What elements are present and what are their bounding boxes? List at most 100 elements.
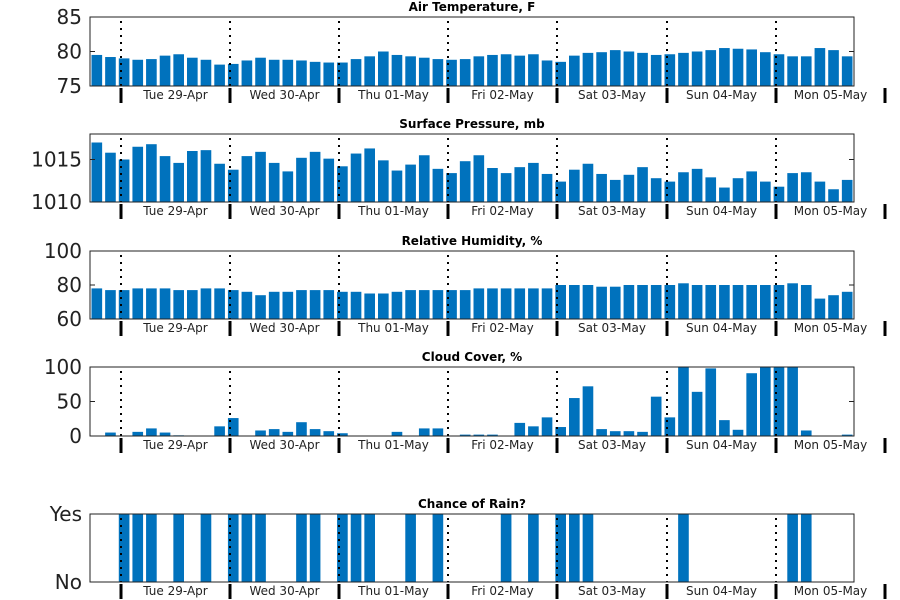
air-temperature-bar <box>814 48 826 86</box>
air-temperature-bar <box>514 55 526 86</box>
y-tick-label: 1015 <box>31 148 82 172</box>
relative-humidity-bar <box>814 298 826 319</box>
surface-pressure-bar <box>487 168 498 202</box>
air-temperature-bar <box>91 54 103 86</box>
air-temperature-bar <box>773 54 785 86</box>
y-tick-label: 100 <box>44 355 82 379</box>
cloud-cover-bar <box>746 373 757 436</box>
x-tick-label: Wed 30-Apr <box>249 321 319 335</box>
surface-pressure-bar <box>173 162 184 202</box>
chance-of-rain-bar <box>500 514 512 582</box>
cloud-cover-bar <box>432 428 444 436</box>
relative-humidity-bar <box>132 288 144 319</box>
air-temperature-bar <box>719 48 730 86</box>
surface-pressure-bar <box>719 187 730 202</box>
air-temperature-bar <box>609 50 621 86</box>
cloud-cover-bar <box>159 432 171 436</box>
relative-humidity-bar <box>187 290 198 319</box>
y-tick-label: 85 <box>57 5 82 29</box>
relative-humidity-panel: Relative Humidity, % 60 80 100 Tue 29-Apr Wed… <box>44 234 887 336</box>
x-tick-label: Mon 05-May <box>794 584 868 598</box>
air-temperature-bar <box>569 55 580 86</box>
surface-pressure-bar <box>623 174 635 202</box>
surface-pressure-bar <box>596 173 607 202</box>
relative-humidity-bar <box>296 290 307 319</box>
relative-humidity-bar <box>555 285 566 319</box>
cloud-cover-bar <box>732 429 744 436</box>
relative-humidity-bar <box>596 286 607 319</box>
surface-pressure-bar <box>514 167 526 202</box>
relative-humidity-bar <box>473 288 485 319</box>
x-tick-label: Sun 04-May <box>686 88 757 102</box>
surface-pressure-bar <box>282 171 294 202</box>
relative-humidity-bar <box>541 288 553 319</box>
surface-pressure-bar <box>105 152 116 202</box>
x-tick-label: Wed 30-Apr <box>249 88 319 102</box>
chance-of-rain-bar <box>173 514 184 582</box>
surface-pressure-bar <box>541 173 553 202</box>
surface-pressure-bar <box>118 159 130 202</box>
chance-of-rain-bar <box>146 514 157 582</box>
cloud-cover-bar <box>650 396 662 436</box>
surface-pressure-bar <box>473 155 485 202</box>
chance-of-rain-panel: Chance of Rain? No Yes Tue 29-Apr Wed 30-Apr… <box>49 497 887 599</box>
y-tick-label: 60 <box>57 307 82 331</box>
surface-pressure-bar <box>432 168 444 202</box>
surface-pressure-bar <box>132 146 144 202</box>
x-tick-label: Sat 03-May <box>578 321 646 335</box>
x-tick-label: Fri 02-May <box>471 88 534 102</box>
air-temperature-bar <box>760 52 771 86</box>
surface-pressure-bar <box>555 181 566 202</box>
air-temperature-bar <box>255 57 266 86</box>
air-temperature-bar <box>787 56 798 86</box>
surface-pressure-bar <box>841 179 853 202</box>
chance-of-rain-bar <box>800 514 812 582</box>
cloud-cover-bar <box>214 426 225 436</box>
y-tick-label: 100 <box>44 239 82 263</box>
chance-of-rain-bar <box>337 514 348 582</box>
surface-pressure-bar <box>582 163 594 202</box>
air-temperature-bar <box>446 59 457 86</box>
relative-humidity-bar <box>364 293 375 319</box>
chance-of-rain-title: Chance of Rain? <box>418 497 526 511</box>
surface-pressure-bar <box>800 172 812 202</box>
surface-pressure-bar <box>773 186 785 202</box>
air-temperature-bar <box>650 54 662 86</box>
chance-of-rain-bar <box>255 514 266 582</box>
cloud-cover-bar <box>459 434 471 436</box>
air-temperature-bar <box>582 52 594 86</box>
surface-pressure-bar <box>459 161 471 202</box>
surface-pressure-bar <box>705 177 717 202</box>
surface-pressure-bar <box>268 162 280 202</box>
surface-pressure-bar <box>828 189 839 202</box>
surface-pressure-bar <box>214 163 225 202</box>
air-temperature-bar <box>337 62 348 86</box>
relative-humidity-bar <box>841 291 853 319</box>
cloud-cover-bar <box>391 431 403 436</box>
cloud-cover-bar <box>691 391 703 436</box>
relative-humidity-bar <box>528 288 539 319</box>
air-temperature-bar <box>187 57 198 86</box>
surface-pressure-bar <box>609 179 621 202</box>
relative-humidity-bar <box>309 290 321 319</box>
relative-humidity-bar <box>500 288 512 319</box>
relative-humidity-bar <box>719 285 730 319</box>
cloud-cover-bar <box>705 368 717 436</box>
air-temperature-bar <box>623 51 635 86</box>
surface-pressure-bar <box>337 166 348 202</box>
air-temperature-bar <box>309 61 321 86</box>
surface-pressure-bar <box>650 178 662 202</box>
surface-pressure-bar <box>446 173 457 202</box>
relative-humidity-bar <box>650 285 662 319</box>
chance-of-rain-bar <box>241 514 253 582</box>
air-temperature-bar <box>418 57 430 86</box>
x-tick-label: Thu 01-May <box>357 88 429 102</box>
cloud-cover-bar <box>841 434 853 436</box>
relative-humidity-bar <box>678 283 689 319</box>
relative-humidity-bar <box>705 285 717 319</box>
air-temperature-bar <box>146 59 157 86</box>
air-temperature-bar <box>282 59 294 86</box>
air-temperature-bar <box>732 48 744 86</box>
y-tick-label: 80 <box>57 40 82 64</box>
x-tick-label: Sun 04-May <box>686 438 757 452</box>
